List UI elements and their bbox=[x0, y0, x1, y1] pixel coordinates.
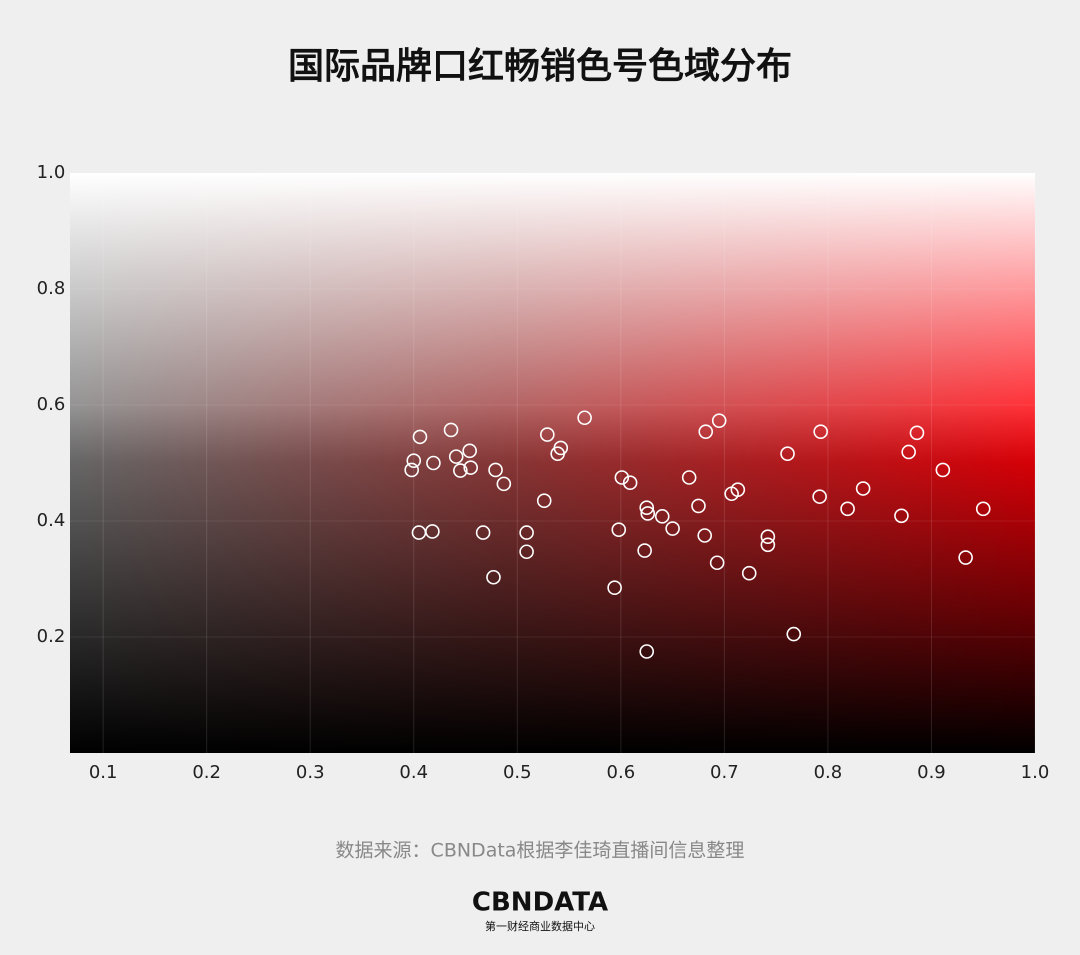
point bbox=[475, 525, 491, 540]
y-tick-label: 0.4 bbox=[37, 510, 66, 531]
point bbox=[486, 569, 501, 585]
point bbox=[553, 440, 569, 456]
point bbox=[640, 506, 656, 521]
source-note: 数据来源：CBNData根据李佳琦直播间信息整理 bbox=[336, 840, 745, 862]
point bbox=[614, 470, 630, 485]
point bbox=[855, 481, 871, 496]
x-tick-label: 0.6 bbox=[607, 762, 636, 783]
logo: CBNDATA bbox=[472, 888, 608, 918]
point bbox=[975, 501, 991, 517]
y-tick-label: 0.2 bbox=[37, 626, 66, 647]
point bbox=[577, 410, 592, 426]
x-tick-label: 0.2 bbox=[192, 762, 221, 783]
point bbox=[730, 482, 746, 497]
x-tick-label: 0.3 bbox=[296, 762, 325, 783]
point bbox=[840, 501, 855, 517]
chart-title: 国际品牌口红畅销色号色域分布 bbox=[288, 46, 792, 87]
point bbox=[935, 462, 951, 478]
point bbox=[909, 425, 925, 441]
point bbox=[443, 422, 459, 438]
point bbox=[709, 555, 725, 571]
point bbox=[406, 453, 422, 468]
point bbox=[698, 424, 714, 439]
x-tick-label: 0.9 bbox=[917, 762, 946, 783]
point bbox=[519, 544, 534, 560]
point bbox=[462, 443, 477, 459]
point bbox=[901, 444, 916, 460]
logo-tagline: 第一财经商业数据中心 bbox=[485, 919, 595, 933]
point bbox=[741, 565, 757, 581]
point bbox=[665, 521, 680, 536]
x-tick-label: 1.0 bbox=[1021, 762, 1050, 783]
point bbox=[607, 580, 622, 596]
point bbox=[488, 462, 503, 478]
point bbox=[697, 528, 713, 543]
point bbox=[448, 449, 464, 464]
point bbox=[711, 413, 727, 428]
point bbox=[639, 644, 655, 659]
point bbox=[463, 460, 479, 475]
point bbox=[536, 493, 552, 509]
point bbox=[760, 537, 776, 553]
x-tick-label: 0.4 bbox=[399, 762, 428, 783]
point bbox=[519, 525, 534, 540]
point bbox=[691, 498, 706, 514]
point bbox=[813, 424, 828, 439]
point bbox=[622, 475, 638, 491]
point bbox=[654, 509, 670, 524]
y-tick-label: 0.6 bbox=[37, 394, 66, 415]
point bbox=[453, 463, 468, 478]
point bbox=[812, 489, 827, 504]
x-tick-label: 0.8 bbox=[814, 762, 843, 783]
point bbox=[681, 470, 697, 485]
y-tick-label: 0.8 bbox=[37, 278, 66, 299]
point bbox=[639, 500, 655, 515]
point bbox=[426, 455, 441, 471]
point bbox=[760, 529, 776, 544]
point bbox=[637, 543, 652, 558]
plot-background bbox=[70, 173, 1035, 753]
point bbox=[786, 626, 802, 642]
point bbox=[780, 446, 795, 462]
point bbox=[412, 429, 428, 445]
point bbox=[958, 550, 973, 565]
point bbox=[894, 508, 909, 524]
point bbox=[425, 524, 440, 539]
point bbox=[540, 427, 555, 442]
y-tick-label: 1.0 bbox=[37, 162, 66, 183]
point bbox=[404, 462, 419, 478]
x-tick-label: 0.1 bbox=[89, 762, 118, 783]
x-tick-label: 0.7 bbox=[710, 762, 739, 783]
point bbox=[611, 522, 627, 538]
point bbox=[496, 476, 512, 492]
x-tick-label: 0.5 bbox=[503, 762, 532, 783]
